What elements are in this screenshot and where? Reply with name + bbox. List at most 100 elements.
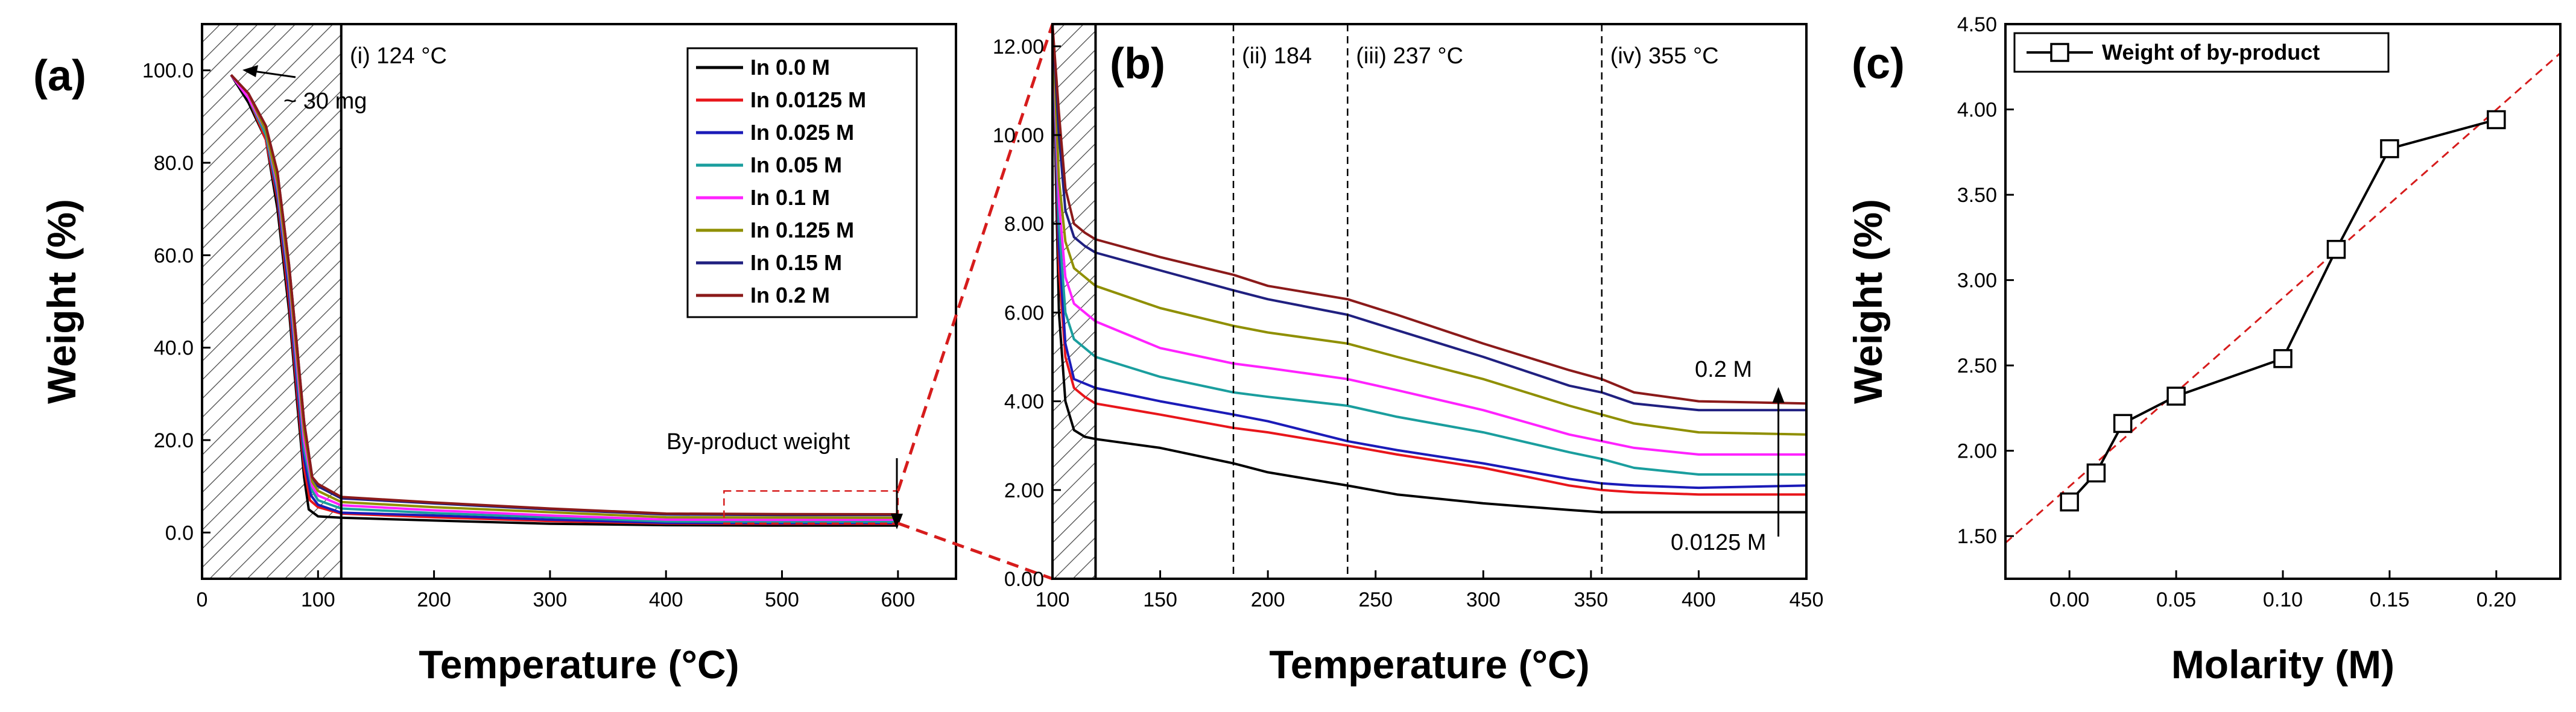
panel-c-legend-label: Weight of by-product [2102,40,2320,65]
panel-b-frame [1051,23,1808,580]
panel-c-x-tick-label: 0.20 [2476,588,2516,611]
panel-a-y-tick-label: 80.0 [154,152,194,175]
panel-b-series-in-0-125-m [1052,24,1806,436]
panel-a-legend-label-in-0-0-m: In 0.0 M [750,55,830,80]
panel-b-x-tick-label: 350 [1574,588,1608,611]
panel-b-series-in-0-2-m [1052,24,1806,405]
panel-a-annotation-region-i: (i) 124 °C [350,43,447,69]
panel-c-y-tick-label: 4.00 [1957,99,1997,122]
panel-b-series-in-0-0-m [1052,24,1806,514]
panel-b-y-tick-label: 2.00 [1004,479,1044,502]
panel-c-x-tick-label: 0.15 [2370,588,2410,611]
panel-a-y-tick-label: 60.0 [154,244,194,267]
panel-b-vline-label-ii-184: (ii) 184 [1242,43,1312,69]
panel-a: 0 100 200 300 400 500 600 0.0 20.0 40.0 60.0 80.0 10… [39,23,957,687]
zoom-connector-upper [896,24,1054,492]
panel-label-c: (c) [1852,40,1905,88]
panel-b-vline-label-iii-237-c: (iii) 237 °C [1356,43,1463,69]
panel-a-series-group [230,74,898,527]
panel-c-y-axis-title: Weight (%) [1846,199,1890,404]
panel-c-series-group [2060,110,2506,512]
panel-b-x-tick-label: 100 [1036,588,1070,611]
panel-a-mass-arrowhead [242,65,258,77]
panel-a-x-tick-label: 200 [417,588,451,611]
panel-a-legend-label-in-0-0125-m: In 0.0125 M [750,87,866,112]
panel-a-legend-label-in-0-1-m: In 0.1 M [750,185,830,210]
panel-c-fit-line [2005,52,2560,544]
panel-c-y-tick-label: 3.00 [1957,269,1997,292]
panel-c-ticks: 0.00 0.05 0.10 0.15 0.20 1.50 2.00 2.50 3.00 3.50… [1957,13,2516,611]
panel-c-data-point [2086,463,2106,483]
panel-a-x-tick-label: 0 [197,588,208,611]
panel-a-x-tick-label: 300 [533,588,568,611]
panel-c-data-point [2326,239,2346,259]
panel-a-legend-label-in-0-2-m: In 0.2 M [750,283,830,307]
panel-b-series-group [1052,24,1806,514]
panel-b-x-tick-label: 250 [1358,588,1393,611]
panel-b-vertical-lines: (ii) 184 (iii) 237 °C (iv) 355 °C [1232,24,1719,579]
panel-a-legend: In 0.0 M In 0.0125 M In 0.025 M In 0.05 M In… [686,47,918,318]
panel-a-legend-label-in-0-025-m: In 0.025 M [750,120,854,145]
panel-a-byproduct-arrowhead [891,514,903,529]
panel-b-y-tick-label: 12.00 [993,36,1044,58]
panel-c-data-point [2380,139,2399,159]
panel-b-x-tick-label: 300 [1466,588,1501,611]
panel-b: (ii) 184 (iii) 237 °C (iv) 355 °C 100 150 20… [993,23,1824,687]
panel-a-annotation-mass: ~ 30 mg [283,89,367,114]
panel-a-x-tick-label: 500 [765,588,799,611]
panel-b-annotation-top: 0.2 M [1695,357,1752,382]
panel-a-frame [201,23,957,580]
panel-a-legend-label-in-0-05-m: In 0.05 M [750,153,842,177]
panel-c-series-line [2068,118,2497,503]
panel-a-series-in-0-2-m [230,74,898,515]
zoom-connector-lower [897,521,1053,581]
panel-a-x-tick-label: 600 [881,588,915,611]
panel-c-data-point [2273,349,2293,368]
panel-c-x-tick-label: 0.10 [2263,588,2303,611]
panel-b-y-tick-label: 6.00 [1004,301,1044,324]
panel-a-y-tick-label: 20.0 [154,429,194,452]
panel-c-y-tick-label: 2.00 [1957,440,1997,463]
panel-a-y-tick-label: 0.0 [165,521,194,544]
panel-a-y-axis-title: Weight (%) [39,199,84,404]
panel-a-y-tick-label: 40.0 [154,337,194,360]
panel-a-annotation-byproduct: By-product weight [666,429,850,455]
panel-c-x-tick-label: 0.05 [2156,588,2196,611]
panel-b-series-in-0-1-m [1052,24,1806,456]
panel-a-legend-box [686,47,918,318]
panel-label-b: (b) [1110,40,1165,88]
panel-a-series-in-0-125-m [230,74,898,519]
panel-a-x-axis-title: Temperature (°C) [419,642,739,687]
panel-b-x-tick-label: 200 [1251,588,1285,611]
panel-c-legend: Weight of by-product [2013,32,2390,73]
panel-b-x-tick-label: 400 [1682,588,1716,611]
panel-b-series-in-0-025-m [1052,24,1806,490]
panel-c-x-axis-title: Molarity (M) [2171,642,2394,687]
panel-b-x-tick-label: 150 [1143,588,1177,611]
panel-c-frame [2004,23,2562,580]
panel-b-arrowhead [1772,387,1785,403]
panel-c-data-point [2487,110,2506,130]
panel-a-mass-arrow [253,70,296,78]
panel-b-series-in-0-15-m [1052,24,1806,412]
panel-b-x-axis-title: Temperature (°C) [1269,642,1589,687]
panel-b-annotation-bottom: 0.0125 M [1671,530,1766,555]
panel-c: 0.00 0.05 0.10 0.15 0.20 1.50 2.00 2.50 3.00 3.50… [1846,13,2562,687]
panel-a-y-tick-label: 100.0 [142,60,194,83]
panel-a-x-tick-label: 400 [649,588,683,611]
panel-c-x-tick-label: 0.00 [2049,588,2089,611]
panel-a-legend-label-in-0-125-m: In 0.125 M [750,218,854,242]
panel-b-series-in-0-05-m [1052,24,1806,476]
panel-c-y-tick-label: 4.50 [1957,13,1997,36]
panel-c-data-point [2060,492,2079,512]
panel-b-x-tick-label: 450 [1790,588,1824,611]
panel-c-data-point [2166,386,2186,406]
panel-b-y-tick-label: 8.00 [1004,213,1044,236]
panel-a-legend-label-in-0-15-m: In 0.15 M [750,250,842,275]
panel-label-a: (a) [33,52,86,100]
panel-b-vline-label-iv-355-c: (iv) 355 °C [1610,43,1719,69]
panel-a-x-tick-label: 100 [301,588,335,611]
panel-c-y-tick-label: 2.50 [1957,354,1997,377]
panel-b-y-tick-label: 10.00 [993,124,1044,147]
